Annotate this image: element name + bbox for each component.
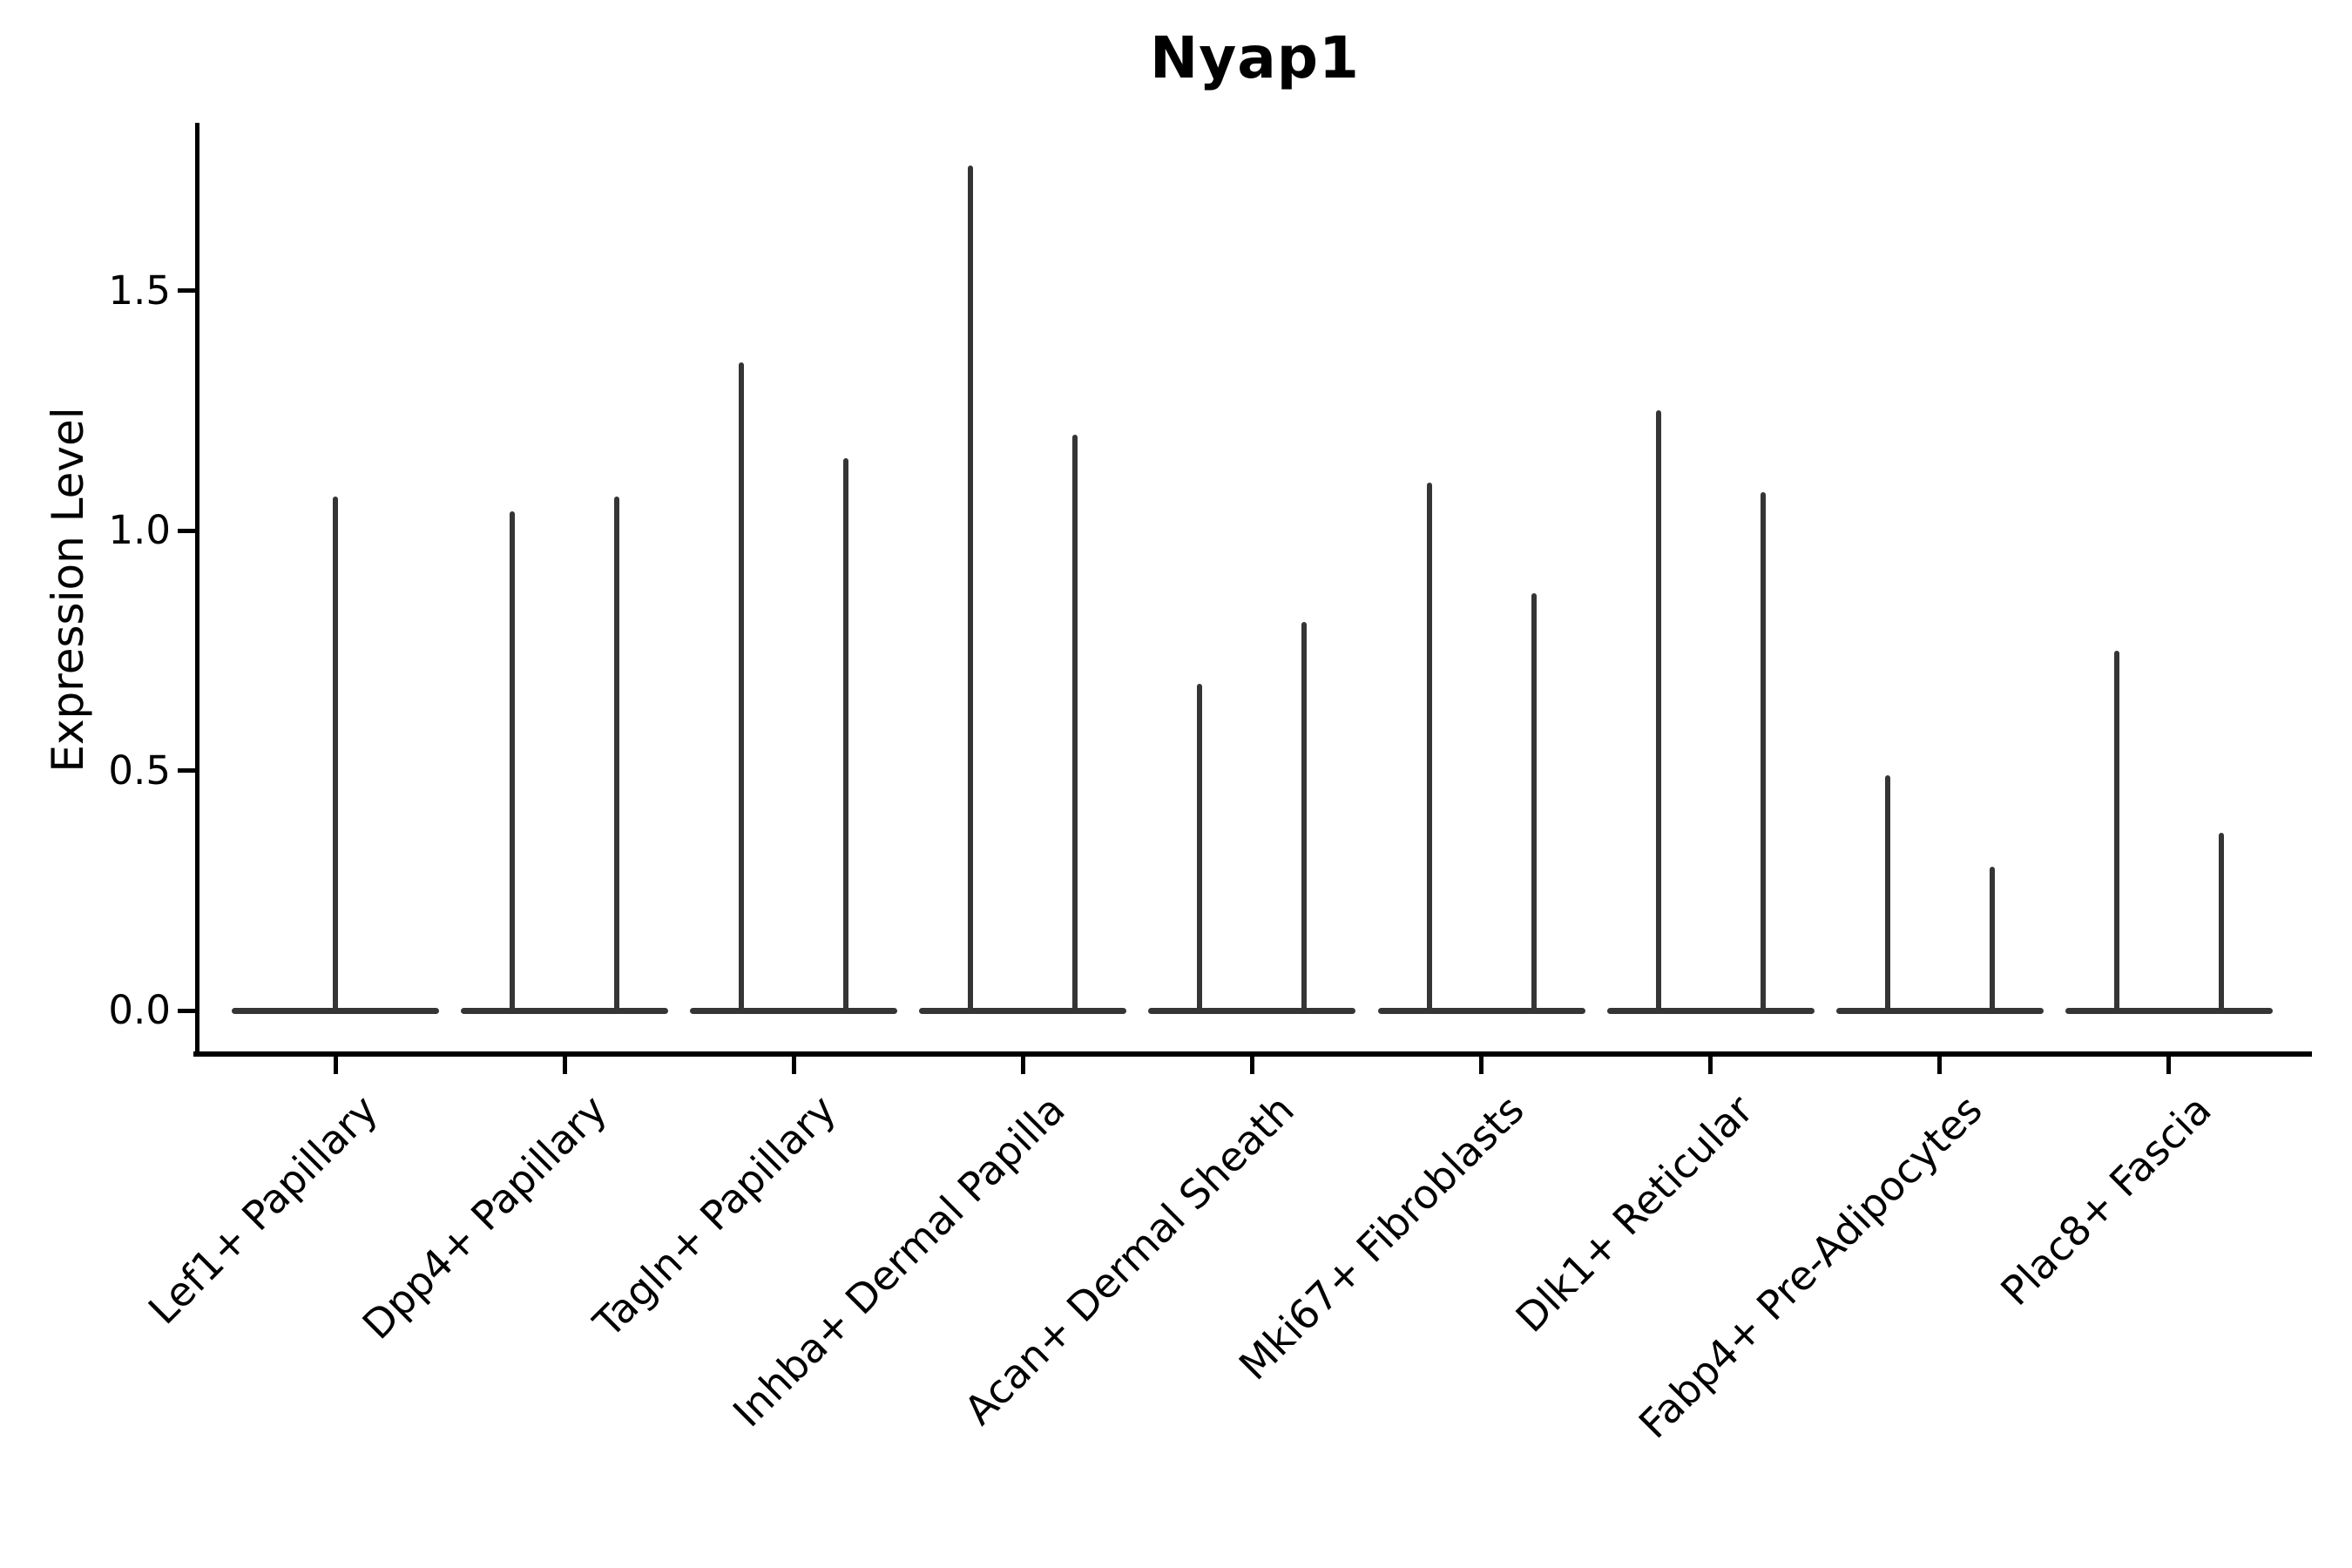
violin-spike [1197, 684, 1203, 1010]
violin-spike [333, 497, 338, 1010]
chart-title: Nyap1 [1150, 24, 1360, 91]
violin-spike [510, 510, 516, 1010]
violin-baseline [1835, 1008, 2044, 1014]
x-tick-mark [333, 1057, 338, 1074]
violin-spike [1655, 410, 1661, 1010]
y-axis-spine [195, 123, 199, 1057]
y-tick-mark [178, 1008, 195, 1013]
violin-spike [1884, 775, 1890, 1010]
violin-baseline [1377, 1008, 1585, 1014]
violin-baseline [232, 1008, 439, 1014]
x-tick-mark [562, 1057, 567, 1074]
violin-baseline [690, 1008, 898, 1014]
violin-baseline [1148, 1008, 1356, 1014]
x-tick-mark [2166, 1057, 2172, 1074]
y-axis-label: Expression Level [43, 407, 93, 773]
x-tick-mark [1937, 1057, 1943, 1074]
y-tick-mark [178, 288, 195, 293]
violin-spike [1426, 482, 1432, 1010]
x-tick-mark [1708, 1057, 1713, 1074]
x-tick-mark [1249, 1057, 1254, 1074]
y-tick-mark [178, 768, 195, 773]
violin-baseline [2065, 1008, 2273, 1014]
violin-spike [2218, 833, 2224, 1010]
violin-baseline [461, 1008, 669, 1014]
violin-spike [2113, 650, 2119, 1010]
x-tick-mark [1020, 1057, 1025, 1074]
violin-spike [1760, 491, 1766, 1010]
y-tick-mark [178, 528, 195, 533]
violin-spike [1989, 866, 1995, 1010]
violin-spike [614, 497, 620, 1010]
violin-spike [968, 166, 974, 1010]
violin-spike [739, 362, 745, 1010]
violin-baseline [1606, 1008, 1815, 1014]
y-tick-label: 1.5 [108, 267, 171, 314]
y-tick-label: 1.0 [108, 507, 171, 553]
violin-spike [1531, 592, 1537, 1010]
x-axis-spine [193, 1051, 2312, 1057]
x-tick-mark [791, 1057, 796, 1074]
violin-spike [1301, 621, 1308, 1010]
y-tick-label: 0.5 [108, 747, 171, 794]
x-tick-mark [1479, 1057, 1484, 1074]
violin-baseline [919, 1008, 1127, 1014]
violin-spike [843, 458, 849, 1010]
y-tick-label: 0.0 [108, 987, 171, 1033]
violin-spike [1072, 434, 1078, 1010]
